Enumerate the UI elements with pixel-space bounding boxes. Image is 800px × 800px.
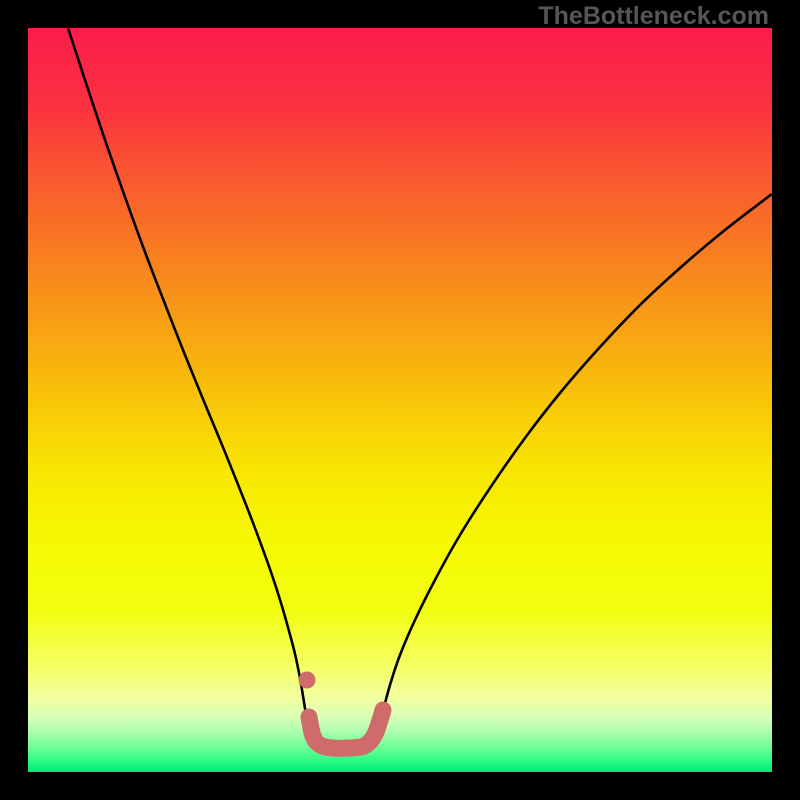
plot-background [28,28,772,772]
highlight-dot [299,672,316,689]
chart-frame: TheBottleneck.com [0,0,800,800]
chart-svg [0,0,800,800]
watermark-text: TheBottleneck.com [538,2,769,31]
